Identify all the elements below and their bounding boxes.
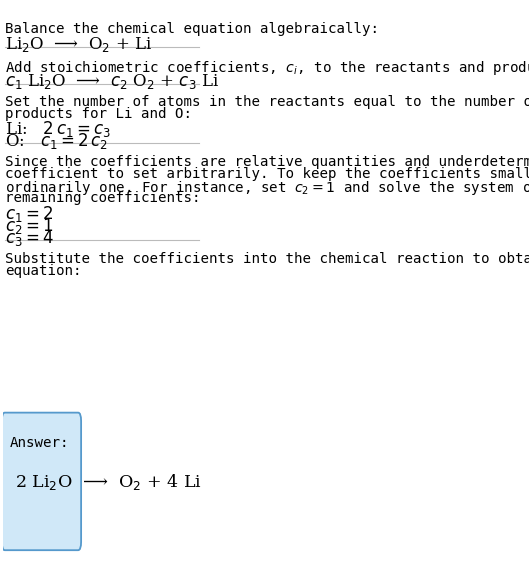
Text: remaining coefficients:: remaining coefficients: bbox=[5, 191, 200, 205]
Text: Add stoichiometric coefficients, $c_i$, to the reactants and products:: Add stoichiometric coefficients, $c_i$, … bbox=[5, 59, 529, 77]
Text: $c_1$ Li$_2$O  ⟶  $c_2$ O$_2$ + $c_3$ Li: $c_1$ Li$_2$O ⟶ $c_2$ O$_2$ + $c_3$ Li bbox=[5, 73, 219, 91]
Text: Set the number of atoms in the reactants equal to the number of atoms in the: Set the number of atoms in the reactants… bbox=[5, 95, 529, 109]
Text: products for Li and O:: products for Li and O: bbox=[5, 107, 191, 121]
Text: equation:: equation: bbox=[5, 264, 81, 278]
Text: Since the coefficients are relative quantities and underdetermined, choose a: Since the coefficients are relative quan… bbox=[5, 155, 529, 170]
FancyBboxPatch shape bbox=[2, 413, 81, 550]
Text: Li:   $2\,c_1 = c_3$: Li: $2\,c_1 = c_3$ bbox=[5, 119, 111, 139]
Text: O:   $c_1 = 2\,c_2$: O: $c_1 = 2\,c_2$ bbox=[5, 132, 108, 151]
Text: $c_1 = 2$: $c_1 = 2$ bbox=[5, 204, 53, 224]
Text: $c_3 = 4$: $c_3 = 4$ bbox=[5, 229, 54, 248]
Text: Substitute the coefficients into the chemical reaction to obtain the balanced: Substitute the coefficients into the che… bbox=[5, 252, 529, 266]
Text: Li$_2$O  ⟶  O$_2$ + Li: Li$_2$O ⟶ O$_2$ + Li bbox=[5, 35, 152, 54]
Text: Answer:: Answer: bbox=[10, 436, 69, 450]
Text: $c_2 = 1$: $c_2 = 1$ bbox=[5, 216, 53, 236]
Text: Balance the chemical equation algebraically:: Balance the chemical equation algebraica… bbox=[5, 23, 379, 36]
Text: 2 Li$_2$O  ⟶  O$_2$ + 4 Li: 2 Li$_2$O ⟶ O$_2$ + 4 Li bbox=[15, 472, 202, 492]
Text: ordinarily one. For instance, set $c_2 = 1$ and solve the system of equations fo: ordinarily one. For instance, set $c_2 =… bbox=[5, 179, 529, 197]
Text: coefficient to set arbitrarily. To keep the coefficients small, the arbitrary va: coefficient to set arbitrarily. To keep … bbox=[5, 167, 529, 181]
